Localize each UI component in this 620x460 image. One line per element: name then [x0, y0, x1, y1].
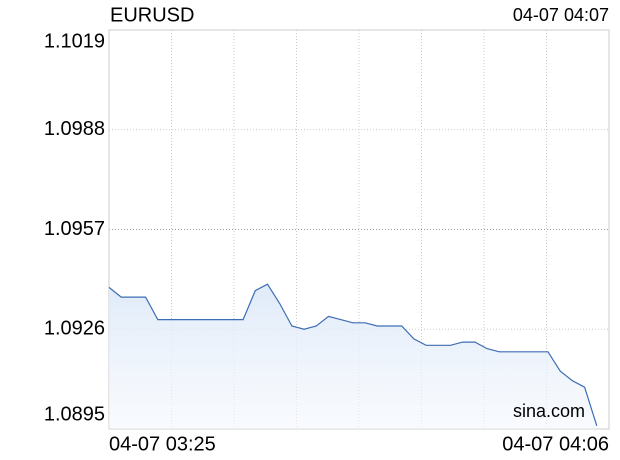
- chart-title: EURUSD: [110, 4, 194, 26]
- y-tick-label: 1.1019: [44, 30, 105, 52]
- x-tick-label: 04-07 04:06: [502, 433, 609, 455]
- price-line: [108, 283, 598, 426]
- y-tick-label: 1.0895: [44, 403, 105, 425]
- y-tick-label: 1.0957: [44, 218, 105, 240]
- area-fill: [109, 284, 597, 429]
- x-tick-label: 04-07 03:25: [109, 433, 216, 455]
- timestamp: 04-07 04:07: [513, 5, 609, 25]
- watermark: sina.com: [513, 401, 585, 421]
- y-tick-label: 1.0926: [44, 318, 105, 340]
- y-tick-label: 1.0988: [44, 118, 105, 140]
